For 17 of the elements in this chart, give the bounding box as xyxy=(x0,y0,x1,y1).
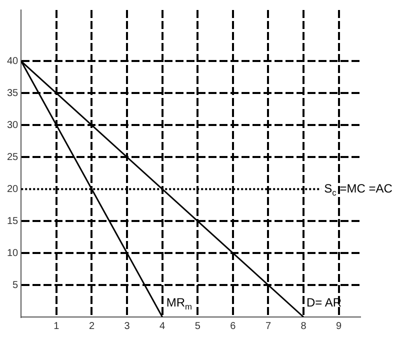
x-tick-label: 8 xyxy=(300,320,307,332)
y-tick-label: 30 xyxy=(7,120,19,131)
x-tick-label: 2 xyxy=(88,320,95,332)
y-tick-label: 10 xyxy=(7,248,19,259)
x-tick-label: 9 xyxy=(336,320,342,332)
y-tick-label: 35 xyxy=(7,88,19,99)
x-tick-label: 1 xyxy=(54,320,60,332)
y-tick-label: 25 xyxy=(7,152,19,163)
y-tick-label: 5 xyxy=(12,280,19,291)
y-tick-label: 20 xyxy=(7,184,19,195)
y-tick-label: 15 xyxy=(7,216,19,227)
y-tick-label: 40 xyxy=(7,56,19,67)
x-tick-label: 6 xyxy=(230,320,236,332)
x-tick-label: 7 xyxy=(265,320,272,332)
x-tick-label: 4 xyxy=(160,320,166,332)
x-tick-label: 3 xyxy=(124,320,130,332)
x-tick-label: 5 xyxy=(194,320,201,332)
